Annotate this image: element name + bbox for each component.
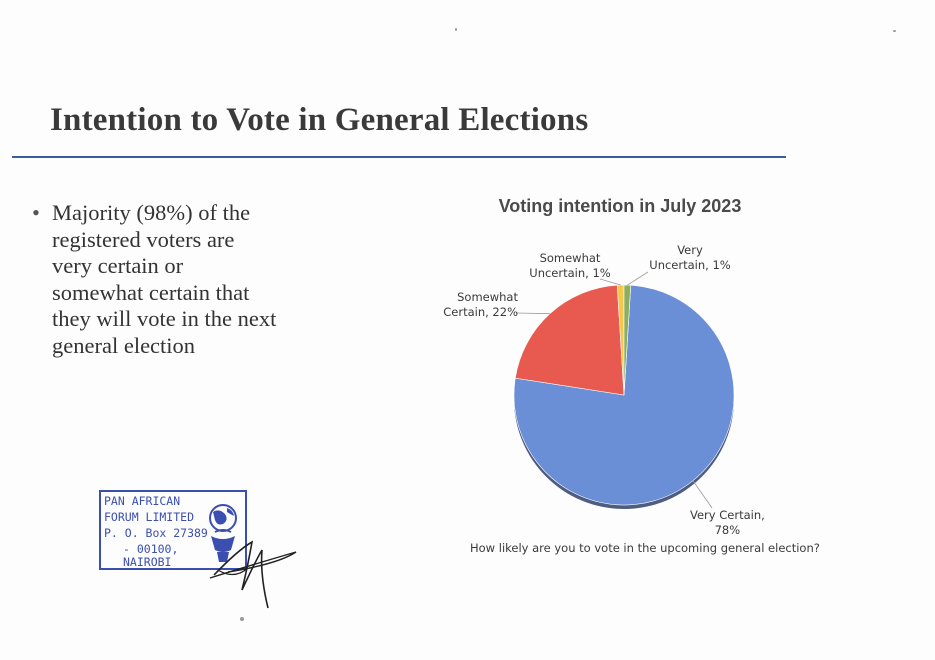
handwritten-signature — [209, 540, 297, 609]
stamp-line: NAIROBI — [123, 555, 172, 569]
bullet-text: Majority (98%) of the registered voters … — [52, 200, 322, 359]
leader-very-certain — [692, 480, 713, 509]
slice-somewhat-certain — [514, 284, 625, 396]
slice-label-somewhat-certain: Somewhat Certain, 22% — [443, 290, 518, 319]
stamp-line: P. O. Box 27389 — [104, 526, 208, 540]
title-divider — [12, 156, 786, 158]
stamp-line: - 00100, — [123, 542, 179, 556]
slide-title: Intention to Vote in General Elections — [50, 102, 589, 138]
bullet-line: very certain or — [52, 253, 184, 278]
bullet-line: Majority (98%) of the — [52, 200, 251, 225]
chart-title: Voting intention in July 2023 — [498, 196, 742, 216]
stamp-line: FORUM LIMITED — [104, 510, 195, 524]
leader-somewhat-uncertain — [599, 278, 621, 286]
bullet-line: they will vote in the next — [52, 306, 277, 331]
bullet-line: general election — [52, 332, 196, 358]
stamp-line: PAN AFRICAN — [104, 494, 181, 508]
scan-speck — [893, 30, 896, 32]
bullet-line: registered voters are — [52, 226, 235, 252]
leader-very-uncertain — [627, 271, 649, 286]
chart-caption: How likely are you to vote in the upcomi… — [470, 541, 820, 555]
bullet-line: somewhat certain that — [52, 279, 250, 305]
organization-stamp: PAN AFRICAN FORUM LIMITED P. O. Box 2738… — [99, 490, 247, 570]
slice-label-very-uncertain: Very Uncertain, 1% — [649, 243, 731, 272]
slice-label-very-certain: Very Certain, 78% — [690, 508, 765, 537]
leader-somewhat-certain — [515, 312, 550, 315]
slice-label-somewhat-uncertain: Somewhat Uncertain, 1% — [529, 251, 611, 280]
scan-speck — [240, 617, 244, 621]
scan-speck — [455, 28, 457, 31]
globe-torch-logo-icon — [209, 504, 237, 562]
bullet-marker: • — [32, 200, 40, 225]
